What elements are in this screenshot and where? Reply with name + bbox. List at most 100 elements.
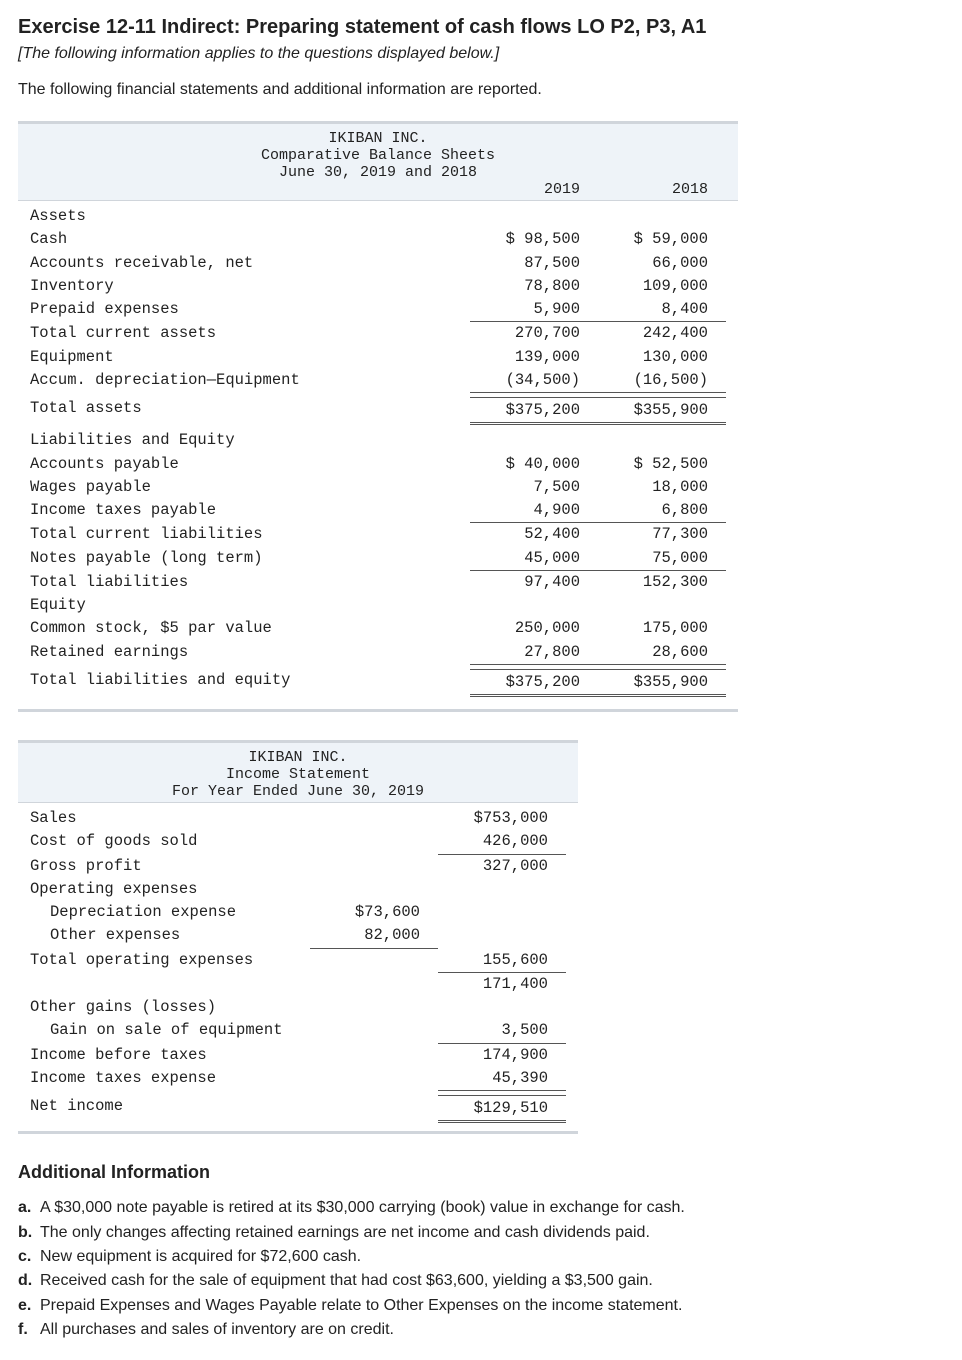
row-label: Net income (30, 1095, 310, 1123)
bs-company: IKIBAN INC. (18, 130, 738, 147)
row-val-2019: $375,200 (470, 397, 598, 425)
row-label: Total assets (30, 397, 470, 425)
exercise-subtitle: [The following information applies to th… (18, 45, 944, 63)
table-row: Total operating expenses 155,600 (30, 949, 566, 973)
table-row: Total liabilities 97,400 152,300 (30, 571, 726, 594)
row-val-col1 (310, 830, 438, 854)
row-label: Other expenses (30, 924, 310, 948)
item-text: A $30,000 note payable is retired at its… (40, 1199, 685, 1216)
table-row: Wages payable 7,500 18,000 (30, 476, 726, 499)
table-row: Cash $ 98,500 $ 59,000 (30, 228, 726, 251)
row-label: Gross profit (30, 855, 310, 878)
table-row: Equity (30, 594, 726, 617)
row-label: Total current liabilities (30, 523, 470, 546)
is-dates: For Year Ended June 30, 2019 (18, 783, 578, 800)
row-val-2019: 78,800 (470, 275, 598, 298)
row-val-2019: 4,900 (470, 499, 598, 523)
row-val-2018: $ 52,500 (598, 453, 726, 476)
item-text: The only changes affecting retained earn… (40, 1224, 650, 1241)
item-letter: e. (18, 1295, 40, 1317)
row-val-col1 (310, 1095, 438, 1123)
row-val-col1 (310, 973, 438, 996)
item-letter: b. (18, 1222, 40, 1244)
row-val-2019: 52,400 (470, 523, 598, 546)
item-letter: d. (18, 1270, 40, 1292)
row-label: Total operating expenses (30, 949, 310, 973)
table-row: Gross profit 327,000 (30, 855, 566, 878)
row-label: Income taxes expense (30, 1067, 310, 1091)
row-label: Total current assets (30, 322, 470, 345)
row-val-col2 (438, 924, 566, 948)
balance-sheet-body: AssetsCash $ 98,500 $ 59,000Accounts rec… (18, 201, 738, 709)
row-label: Cost of goods sold (30, 830, 310, 854)
bs-title: Comparative Balance Sheets (18, 147, 738, 164)
row-label: Common stock, $5 par value (30, 617, 470, 640)
item-text: New equipment is acquired for $72,600 ca… (40, 1248, 361, 1265)
table-row: Income before taxes 174,900 (30, 1044, 566, 1067)
row-label: Wages payable (30, 476, 470, 499)
additional-info-heading: Additional Information (18, 1162, 944, 1183)
row-val-col1: 82,000 (310, 924, 438, 948)
row-val-col1 (310, 1067, 438, 1091)
list-item: d.Received cash for the sale of equipmen… (18, 1270, 944, 1292)
table-row: Equipment 139,000 130,000 (30, 346, 726, 369)
row-val-col2: 171,400 (438, 973, 566, 996)
row-val-col1 (310, 807, 438, 830)
row-val-2019: 5,900 (470, 298, 598, 322)
row-label: Notes payable (long term) (30, 547, 470, 571)
row-val-col2: $129,510 (438, 1095, 566, 1123)
list-item: c.New equipment is acquired for $72,600 … (18, 1246, 944, 1268)
bs-section-heading: Liabilities and Equity (30, 429, 726, 452)
table-row: Common stock, $5 par value 250,000 175,0… (30, 617, 726, 640)
row-label: Cash (30, 228, 470, 251)
item-text: Received cash for the sale of equipment … (40, 1272, 653, 1289)
list-item: b.The only changes affecting retained ea… (18, 1222, 944, 1244)
table-row: Total liabilities and equity $375,200 $3… (30, 669, 726, 697)
row-val-2019: 250,000 (470, 617, 598, 640)
row-val-2018: 130,000 (598, 346, 726, 369)
row-val-col2: 3,500 (438, 1019, 566, 1043)
table-row: Notes payable (long term) 45,000 75,000 (30, 547, 726, 571)
row-label: Income before taxes (30, 1044, 310, 1067)
row-label: Other gains (losses) (30, 996, 310, 1019)
row-val-col1 (310, 878, 438, 901)
row-val-2019: 45,000 (470, 547, 598, 571)
list-item: e.Prepaid Expenses and Wages Payable rel… (18, 1295, 944, 1317)
item-text: Prepaid Expenses and Wages Payable relat… (40, 1297, 682, 1314)
list-item: f.All purchases and sales of inventory a… (18, 1319, 944, 1341)
row-val-col2: 155,600 (438, 949, 566, 973)
additional-info-list: a.A $30,000 note payable is retired at i… (18, 1197, 944, 1341)
table-row: Other gains (losses) (30, 996, 566, 1019)
row-val-2018: 175,000 (598, 617, 726, 640)
is-title: Income Statement (18, 766, 578, 783)
row-val-col2: 45,390 (438, 1067, 566, 1091)
row-label: Accounts payable (30, 453, 470, 476)
row-val-col1 (310, 1019, 438, 1043)
row-val-2018: 28,600 (598, 641, 726, 665)
table-row: Accum. depreciation—Equipment (34,500) (… (30, 369, 726, 393)
exercise-title: Exercise 12-11 Indirect: Preparing state… (18, 16, 944, 39)
row-label: Retained earnings (30, 641, 470, 665)
row-label: Accounts receivable, net (30, 252, 470, 275)
row-val-col2: 174,900 (438, 1044, 566, 1067)
table-row: Accounts payable $ 40,000 $ 52,500 (30, 453, 726, 476)
bs-section-heading: Assets (30, 205, 726, 228)
row-label: Equipment (30, 346, 470, 369)
bs-dates: June 30, 2019 and 2018 (18, 164, 738, 181)
table-row: Other expenses 82,000 (30, 924, 566, 948)
row-val-2019: 270,700 (470, 322, 598, 345)
table-row: Income taxes expense 45,390 (30, 1067, 566, 1091)
row-val-2019 (470, 594, 598, 617)
row-val-2019: $375,200 (470, 669, 598, 697)
list-item: a.A $30,000 note payable is retired at i… (18, 1197, 944, 1219)
row-val-col1 (310, 949, 438, 973)
row-label: Total liabilities and equity (30, 669, 470, 697)
table-row: Total current liabilities 52,400 77,300 (30, 523, 726, 546)
income-statement-body: Sales $753,000Cost of goods sold 426,000… (18, 803, 578, 1131)
row-val-2018 (598, 594, 726, 617)
row-val-2018: 242,400 (598, 322, 726, 345)
row-val-2019: 139,000 (470, 346, 598, 369)
row-val-2019: $ 98,500 (470, 228, 598, 251)
row-val-col1: $73,600 (310, 901, 438, 924)
row-val-2018: 8,400 (598, 298, 726, 322)
